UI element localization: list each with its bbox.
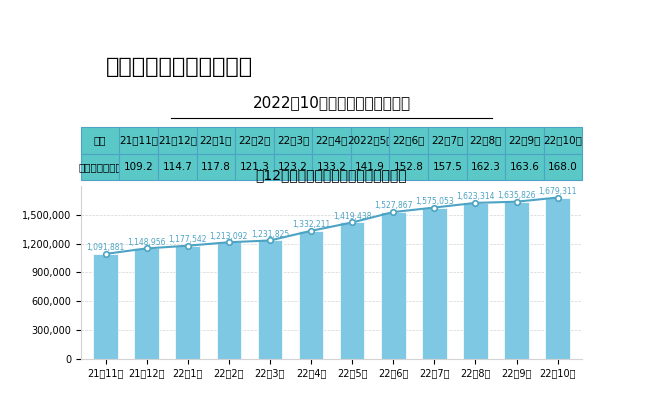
Bar — [135, 248, 159, 359]
Bar — [463, 203, 488, 359]
Text: 1,332,211: 1,332,211 — [292, 220, 330, 229]
Text: 1,527,867: 1,527,867 — [374, 202, 413, 210]
Bar — [381, 212, 406, 359]
Text: 公共充电桩月度整体情况: 公共充电桩月度整体情况 — [106, 57, 253, 77]
Bar — [340, 222, 364, 359]
Bar — [299, 231, 324, 359]
Bar — [217, 242, 241, 359]
Text: 1,231,825: 1,231,825 — [251, 230, 289, 239]
Bar — [175, 246, 200, 359]
Bar — [93, 254, 118, 359]
Text: 2022年10月公共充电桩整体情况: 2022年10月公共充电桩整体情况 — [252, 95, 411, 110]
Text: 1,177,542: 1,177,542 — [168, 235, 207, 244]
Text: 1,148,956: 1,148,956 — [127, 238, 166, 247]
Bar — [545, 197, 570, 359]
Text: 1,419,438: 1,419,438 — [333, 212, 371, 221]
Text: 1,213,092: 1,213,092 — [210, 232, 248, 241]
Bar — [422, 208, 446, 359]
Text: 1,091,881: 1,091,881 — [87, 243, 125, 252]
Text: 1,635,826: 1,635,826 — [498, 191, 536, 200]
Title: 近12月公共充电桩保有量（单位：台）: 近12月公共充电桩保有量（单位：台） — [256, 168, 408, 182]
Text: 1,679,311: 1,679,311 — [538, 187, 577, 196]
Text: 1,623,314: 1,623,314 — [456, 192, 495, 201]
Bar — [258, 241, 282, 359]
Bar — [504, 202, 529, 359]
Text: 1,575,053: 1,575,053 — [415, 197, 454, 206]
